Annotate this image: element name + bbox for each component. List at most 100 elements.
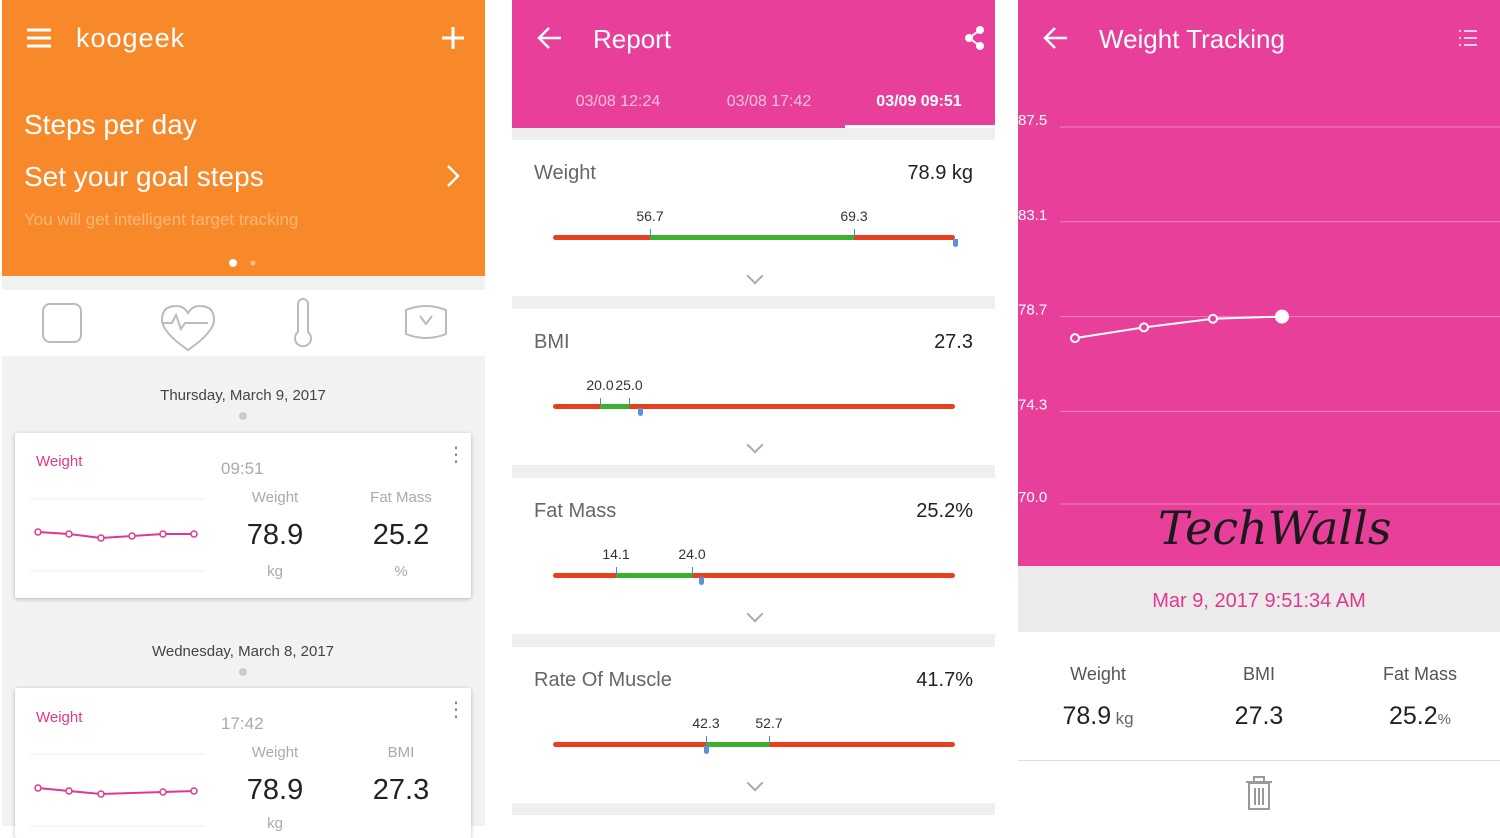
- stat-value: 25.2: [372, 519, 430, 551]
- value-marker: [699, 577, 704, 585]
- delete-button[interactable]: [1244, 776, 1274, 812]
- page-dot: [229, 259, 237, 267]
- range-high: 69.3: [840, 208, 868, 224]
- metric-card: [512, 815, 995, 826]
- heart-icon[interactable]: [160, 304, 216, 352]
- stat-label: Weight: [251, 744, 299, 761]
- tab[interactable]: 03/08 12:24: [575, 93, 661, 110]
- expand-button[interactable]: [746, 605, 764, 623]
- tab-indicator: [845, 125, 995, 128]
- normal-range: [706, 742, 769, 747]
- stat-value: 27.3: [1234, 702, 1284, 730]
- banner: [2, 0, 485, 276]
- stat-value: 78.9: [1062, 702, 1112, 730]
- range-tick: [854, 229, 855, 237]
- scale-icon[interactable]: [42, 303, 82, 343]
- range-tick: [629, 398, 630, 406]
- range-tick: [769, 736, 770, 744]
- page-dot: [250, 260, 256, 266]
- record-card[interactable]: Weight 09:51 ⋮ Weight Fat Mass 78.9 25.2…: [15, 433, 471, 598]
- tracking-screen: 70.0 74.3 78.7 83.1 87.5 Weight Tracking Tec…: [1018, 0, 1500, 826]
- add-button[interactable]: [442, 27, 464, 49]
- report-header: [512, 0, 995, 128]
- range-low: 42.3: [692, 715, 720, 731]
- expand-button[interactable]: [746, 774, 764, 792]
- stat-unit: %: [394, 563, 408, 580]
- home-screen: koogeek Steps per day Set your goal step…: [2, 0, 485, 838]
- timeline-dot: [239, 668, 247, 676]
- sparkline: [30, 498, 205, 572]
- range-tick: [692, 567, 693, 575]
- value-marker: [638, 408, 643, 416]
- data-point: [1208, 313, 1218, 324]
- stat-value: 78.9: [246, 519, 304, 551]
- range-tick: [616, 567, 617, 575]
- metric-name: BMI: [534, 331, 570, 353]
- range-high: 24.0: [678, 546, 706, 562]
- report-icons: [537, 26, 995, 128]
- y-tick-label: 83.1: [1018, 207, 1047, 224]
- metric-card[interactable]: BMI 27.3 20.0 25.0: [512, 309, 995, 465]
- normal-range: [616, 573, 692, 578]
- metric-value: 27.3: [934, 331, 973, 353]
- range-tick: [600, 398, 601, 406]
- metric-name: Weight: [534, 162, 596, 184]
- metric-card[interactable]: Fat Mass 25.2% 14.1 24.0: [512, 478, 995, 634]
- banner-hint: You will get intelligent target tracking: [24, 210, 299, 229]
- metric-card[interactable]: Weight 78.9 kg 56.7 69.3: [512, 140, 995, 296]
- y-tick-label: 78.7: [1018, 302, 1047, 319]
- report-screen: Report 03/08 12:24 03/08 17:42 03/09 09:…: [512, 0, 995, 826]
- card-time: 09:51: [221, 459, 264, 478]
- header-icons: [27, 27, 464, 267]
- timeline-dot: [239, 412, 247, 420]
- stat-unit: kg: [267, 563, 283, 580]
- record-card[interactable]: Weight 17:42 ⋮ Weight BMI 78.9 27.3 kg: [15, 688, 471, 838]
- card-menu[interactable]: ⋮: [446, 444, 466, 466]
- range-tick: [706, 736, 707, 744]
- back-button[interactable]: [537, 27, 561, 49]
- range-low: 56.7: [636, 208, 664, 224]
- card-time: 17:42: [221, 714, 264, 733]
- thermometer-icon[interactable]: [294, 298, 312, 348]
- card-title: Weight: [36, 709, 83, 726]
- stat-unit: kg: [1115, 709, 1134, 728]
- card-title: Weight: [36, 453, 83, 470]
- list-button[interactable]: [1459, 30, 1477, 46]
- stat-label: Fat Mass: [1382, 664, 1458, 684]
- chart-background: [1018, 0, 1500, 566]
- stat-label: BMI: [1242, 664, 1276, 684]
- expand-button[interactable]: [746, 436, 764, 454]
- normal-range: [600, 404, 629, 409]
- expand-button[interactable]: [746, 267, 764, 285]
- data-point: [1070, 333, 1080, 344]
- stat-value: 27.3: [372, 774, 430, 806]
- metric-card[interactable]: Rate Of Muscle 41.7% 42.3 52.7: [512, 647, 995, 803]
- metric-name: Rate Of Muscle: [534, 669, 672, 691]
- menu-button[interactable]: [27, 28, 51, 48]
- chevron[interactable]: [447, 165, 460, 187]
- metric-value: 78.9 kg: [907, 162, 973, 184]
- card-menu[interactable]: ⋮: [446, 699, 466, 721]
- tab[interactable]: 03/08 17:42: [726, 93, 812, 110]
- weight-line: [1074, 315, 1283, 340]
- timestamp-bar: [1018, 566, 1500, 632]
- back-button[interactable]: [1043, 27, 1067, 49]
- data-point: [1139, 322, 1149, 333]
- range-tick: [650, 229, 651, 237]
- tab[interactable]: 03/09 09:51: [876, 93, 962, 110]
- report-title: Report: [593, 24, 672, 54]
- range-high: 25.0: [615, 377, 643, 393]
- stat-unit: kg: [267, 815, 283, 832]
- y-tick-label: 70.0: [1018, 489, 1047, 506]
- body-icon[interactable]: [405, 305, 447, 339]
- metric-value: 41.7%: [916, 669, 973, 691]
- range-low: 20.0: [586, 377, 614, 393]
- stat-label: Weight: [251, 489, 299, 506]
- share-button[interactable]: [965, 26, 984, 50]
- watermark: TechWalls: [1158, 501, 1392, 555]
- banner-subtitle[interactable]: Set your goal steps: [24, 161, 264, 192]
- range-high: 52.7: [755, 715, 783, 731]
- stat-value: 25.2: [1388, 702, 1438, 730]
- stat: 25.2%: [1389, 704, 1451, 729]
